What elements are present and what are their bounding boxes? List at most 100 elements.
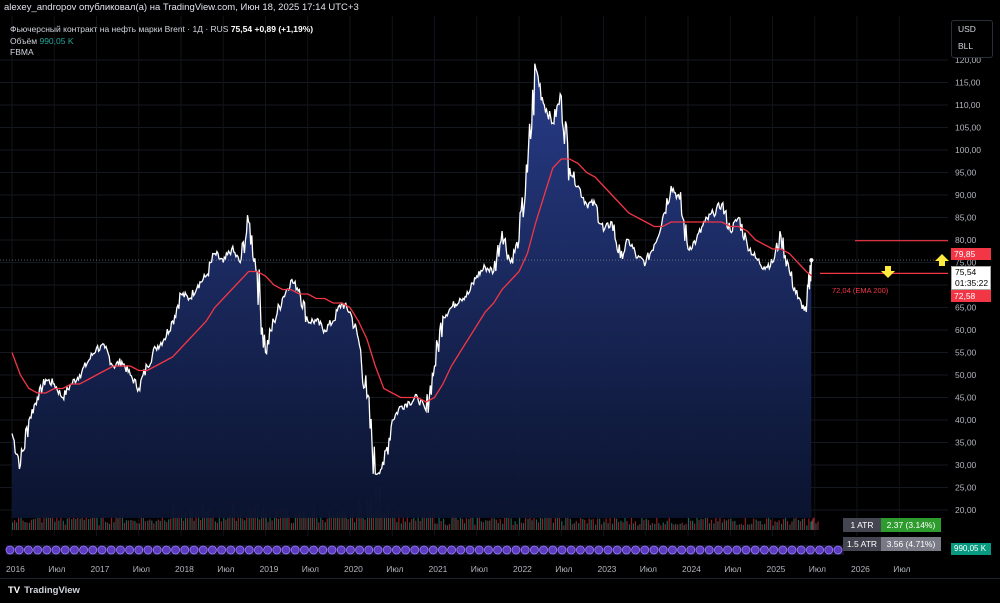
x-tick-label: 2020 (344, 564, 363, 574)
volume-bar (227, 517, 229, 530)
volume-bar (747, 524, 749, 530)
volume-bar (740, 523, 742, 530)
volume-bar (571, 524, 573, 530)
ema-line (11, 158, 812, 403)
price-chart[interactable]: 20,00 25,00 30,00 35,00 40,00 45,00 50,00 55,00… (0, 16, 1000, 578)
x-tick-label: Июл (724, 564, 741, 574)
event-marker-icon (649, 545, 659, 555)
volume-bar (588, 518, 590, 530)
volume-bar (615, 518, 618, 530)
event-marker-icon (336, 545, 346, 555)
legend-indicator[interactable]: FBMA (10, 47, 34, 57)
volume-bar (68, 517, 70, 530)
volume-bar (396, 522, 398, 530)
volume-bar (181, 515, 183, 530)
volume-bar (730, 518, 732, 530)
volume-bar (286, 509, 288, 530)
volume-bar (409, 522, 411, 530)
volume-bar (533, 518, 535, 530)
volume-bar (803, 518, 806, 530)
legend-title: Фьючерсный контракт на нефть марки Brent… (10, 24, 313, 34)
volume-bar (679, 523, 681, 530)
volume-bar (94, 515, 96, 530)
volume-bar (791, 521, 793, 530)
x-tick-label: 2019 (260, 564, 279, 574)
event-marker-icon (824, 545, 834, 555)
arrow-markers (881, 254, 949, 278)
volume-bar (708, 523, 711, 530)
volume-bar (39, 515, 41, 530)
volume-bar (808, 518, 810, 530)
event-marker-icon (327, 545, 337, 555)
volume-bar (660, 525, 662, 530)
volume-bar (592, 518, 594, 530)
volume-bar (417, 513, 419, 530)
volume-bar (123, 522, 126, 530)
volume-bar (780, 523, 783, 530)
volume-bar (305, 515, 307, 530)
volume-bar (142, 518, 144, 530)
volume-bar (671, 522, 673, 530)
volume-bar (444, 524, 447, 530)
volume-bar (271, 520, 273, 530)
volume-bar (463, 523, 466, 530)
volume-bar (470, 517, 472, 530)
event-marker-icon (815, 545, 824, 555)
last-price-tag: 75,54 01:35:22 (951, 266, 991, 290)
event-marker-icon (502, 545, 512, 555)
volume-bar (54, 521, 56, 530)
atr-2-value: 3.56 (4.71%) (881, 537, 941, 551)
event-marker-icon (134, 545, 144, 555)
volume-bar (502, 523, 504, 530)
event-marker-icon (594, 545, 604, 555)
volume-bar (56, 513, 58, 530)
volume-bar (597, 518, 599, 530)
volume-bar (651, 523, 653, 530)
volume-bar (96, 517, 98, 530)
volume-bar (413, 517, 415, 530)
volume-bar (476, 515, 478, 530)
event-marker-icon (677, 545, 686, 555)
volume-bar (12, 522, 14, 530)
volume-bar (104, 521, 107, 530)
event-marker-icon (686, 545, 696, 555)
event-marker-icon (60, 545, 70, 555)
volume-tag: 990,05 K (951, 543, 991, 555)
event-marker-icon (198, 545, 208, 555)
volume-bar (294, 512, 297, 530)
volume-bar (556, 513, 558, 530)
volume-bar (658, 522, 660, 530)
volume-bar (58, 520, 60, 530)
currency-label[interactable]: USD (958, 24, 976, 34)
unit-label[interactable]: BLL (958, 41, 974, 51)
volume-bar (609, 517, 611, 530)
volume-bar (485, 520, 487, 530)
volume-bar (523, 523, 525, 530)
volume-bar (402, 515, 404, 530)
volume-bar (237, 513, 239, 530)
volume-bar (121, 514, 124, 530)
volume-bar (474, 524, 476, 530)
event-marker-icon (576, 545, 585, 555)
volume-bars (12, 486, 819, 530)
volume-bar (457, 519, 459, 530)
volume-bar (521, 522, 523, 530)
event-marker-icon (318, 545, 328, 555)
event-marker-icon (456, 545, 466, 555)
volume-bar (212, 514, 214, 530)
volume-bar (723, 519, 725, 530)
volume-bar (448, 523, 451, 530)
x-tick-label: Июл (302, 564, 319, 574)
volume-bar (259, 519, 261, 530)
event-marker-icon (695, 545, 705, 555)
volume-bar (552, 522, 554, 530)
volume-bar (772, 525, 774, 530)
volume-bar (617, 521, 620, 530)
volume-bar (345, 510, 347, 530)
volume-bar (459, 517, 462, 530)
event-marker-icon (410, 545, 420, 555)
volume-bar (782, 519, 785, 530)
unit-selector[interactable]: USD BLL (951, 20, 993, 58)
event-marker-icon (373, 545, 383, 555)
tradingview-logo[interactable]: TV TradingView (8, 585, 80, 596)
